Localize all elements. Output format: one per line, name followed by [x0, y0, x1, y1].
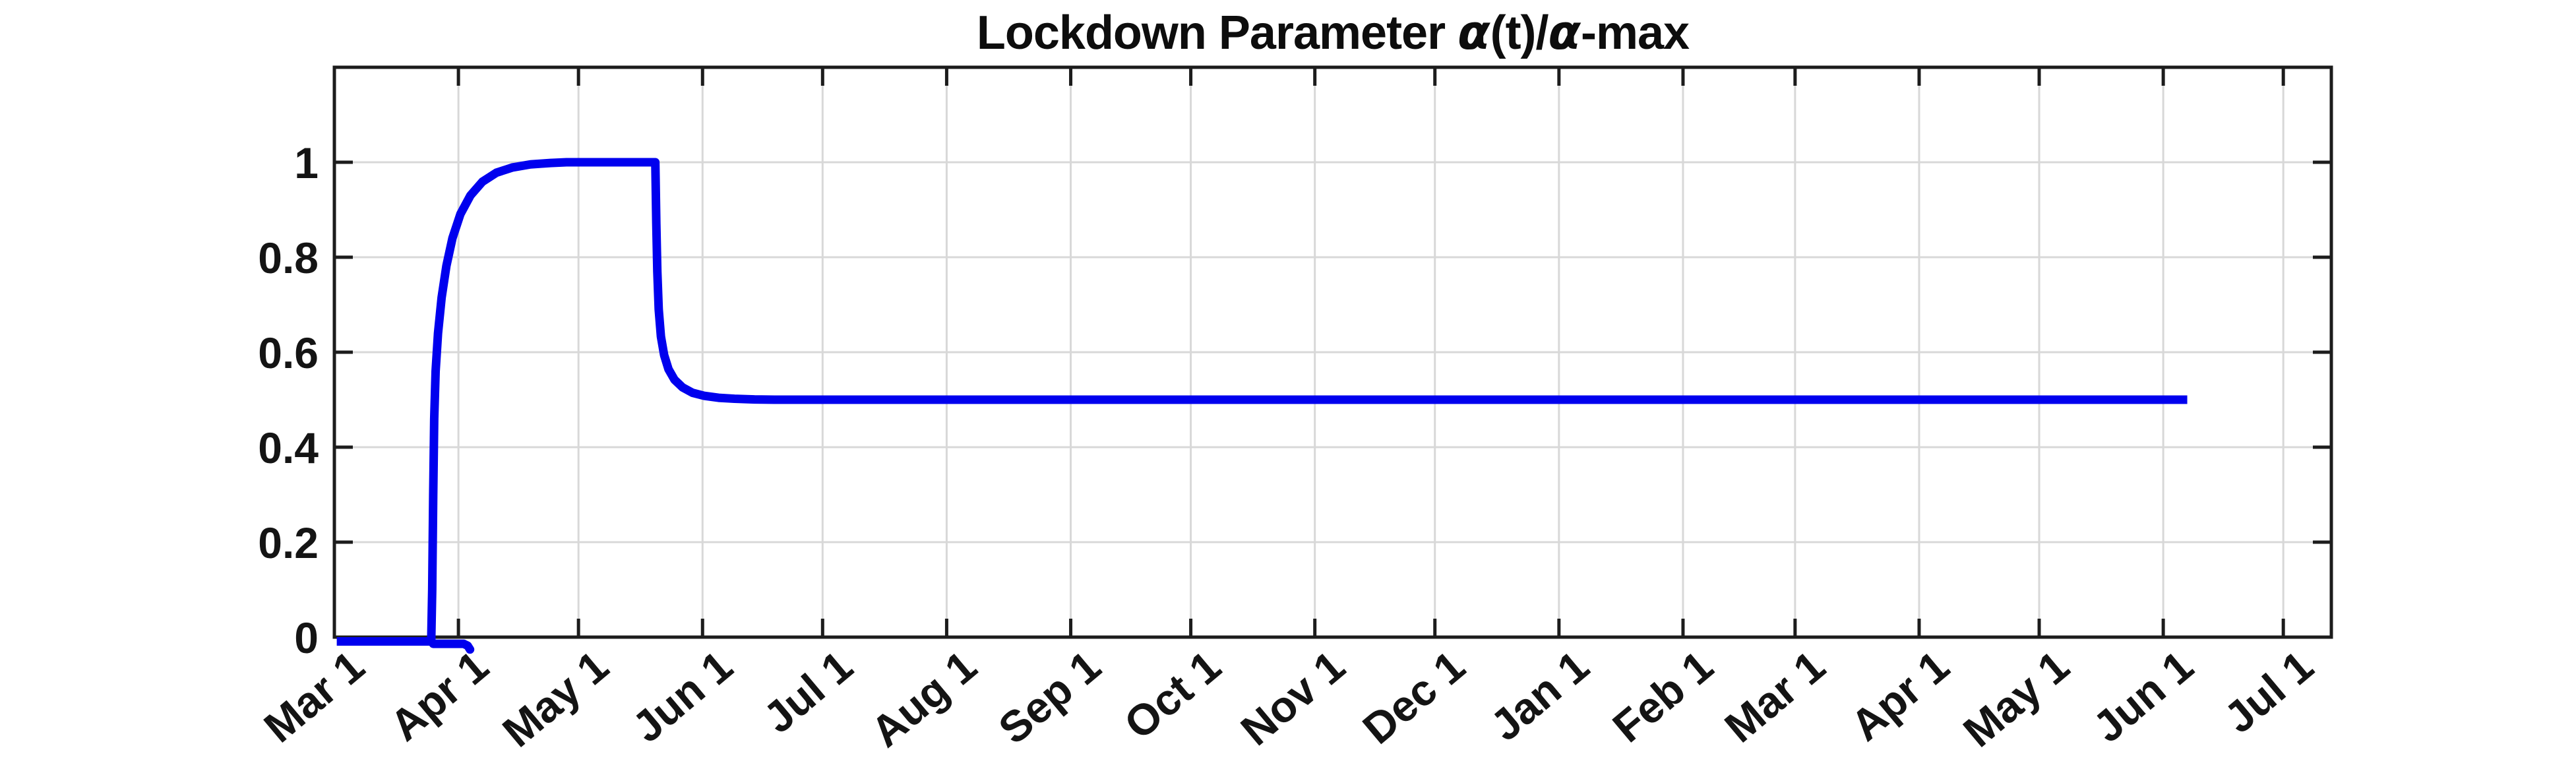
- y-tick-label: 0.8: [258, 233, 319, 282]
- x-tick-label: Apr 1: [1841, 641, 1958, 750]
- title-text: -max: [1581, 7, 1690, 59]
- x-tick-label: Dec 1: [1353, 641, 1473, 753]
- x-tick-label: Mar 1: [1715, 641, 1834, 752]
- x-tick-label: Jul 1: [2215, 641, 2322, 742]
- x-tick-label: May 1: [493, 641, 617, 757]
- x-tick-label: Nov 1: [1231, 641, 1353, 755]
- series-lockdown-parameter-alpha-t-alpha-max: [336, 158, 2188, 646]
- y-tick-label: 0.2: [258, 518, 319, 567]
- title-text: (t)/: [1490, 7, 1549, 59]
- x-tick-label: May 1: [1954, 641, 2078, 757]
- x-tick-label: Jun 1: [2084, 641, 2203, 751]
- y-tick-label: 0.4: [258, 423, 319, 472]
- x-tick-label: Jun 1: [623, 641, 742, 751]
- series-below-axis-baseline-segment: [429, 639, 475, 654]
- x-tick-label: Jul 1: [754, 641, 862, 742]
- x-tick-label: Sep 1: [989, 641, 1109, 753]
- x-tick-label: Feb 1: [1603, 641, 1722, 751]
- x-tick-label: Aug 1: [861, 641, 985, 757]
- chart-title: Lockdown Parameter α(t)/α-max: [334, 5, 2331, 60]
- x-tick-label: Oct 1: [1115, 641, 1230, 749]
- y-tick-label: 0.6: [258, 328, 319, 377]
- alpha-symbol: α: [1457, 5, 1490, 60]
- alpha-symbol: α: [1548, 5, 1581, 60]
- title-text: Lockdown Parameter: [976, 7, 1458, 59]
- x-tick-label: Apr 1: [381, 641, 497, 750]
- x-tick-label: Jan 1: [1481, 641, 1598, 750]
- y-tick-label: 0: [294, 613, 319, 662]
- y-tick-label: 1: [294, 139, 319, 187]
